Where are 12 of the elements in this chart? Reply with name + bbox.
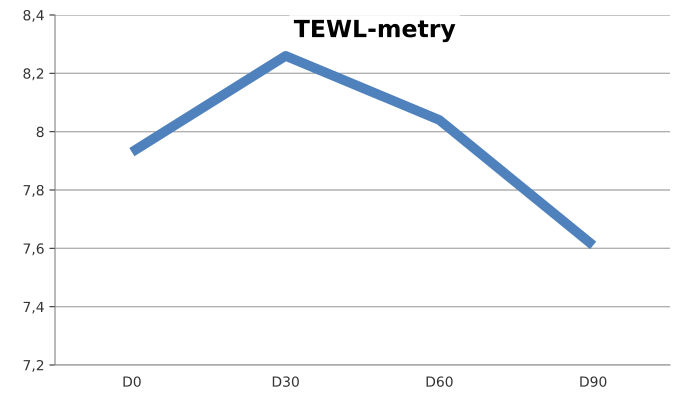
- y-tick-label: 8,2: [23, 68, 44, 80]
- y-tick-label: 8,4: [23, 10, 44, 22]
- y-tick-label: 7,4: [24, 302, 44, 314]
- y-tick-label: 7,6: [24, 243, 44, 256]
- y-tick-label: 7,8: [24, 184, 44, 197]
- x-tick-label: D60: [426, 376, 453, 387]
- x-tick-label: D90: [580, 376, 606, 387]
- x-tick-label: D30: [272, 376, 299, 387]
- y-tick-label: 7,2: [24, 360, 44, 372]
- y-tick-label: 8: [36, 126, 44, 138]
- chart-title: TEWL-metry: [294, 20, 456, 42]
- x-tick-label: D0: [123, 376, 141, 387]
